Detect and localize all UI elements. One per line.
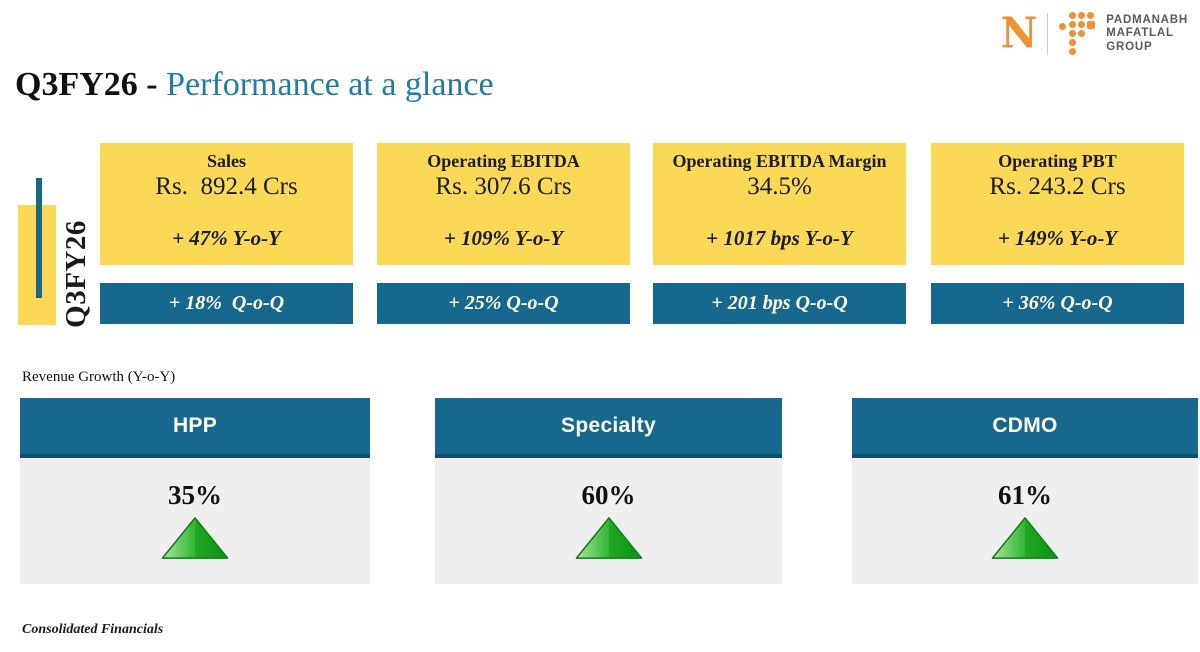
segment-growth-value: 60% <box>581 480 636 510</box>
segment-growth-value: 35% <box>168 480 222 510</box>
title-main: Performance at a glance <box>166 66 494 103</box>
kpi-value: Rs. 307.6 Crs <box>435 173 572 200</box>
growth-up-arrow-icon <box>161 517 229 559</box>
kpi-qoq-change: + 36% Q-o-Q <box>931 283 1184 324</box>
logo-n-monogram-icon: N <box>1000 8 1038 59</box>
kpi-label: Operating EBITDA Margin <box>672 151 887 171</box>
logo-divider <box>1047 13 1049 55</box>
revenue-growth-label: Revenue Growth (Y-o-Y) <box>22 369 176 385</box>
kpi-highlight-box: Sales Rs. 892.4 Crs + 47% Y-o-Y <box>100 143 353 265</box>
accent-teal-line <box>36 178 42 298</box>
kpi-value: Rs. 243.2 Crs <box>989 173 1126 200</box>
kpi-card-operating-pbt: Operating PBT Rs. 243.2 Crs + 149% Y-o-Y… <box>931 143 1184 324</box>
kpi-label: Operating PBT <box>998 151 1117 171</box>
segment-header: Specialty <box>435 398 782 458</box>
kpi-yoy-change: + 149% Y-o-Y <box>997 226 1118 250</box>
kpi-value: Rs. 892.4 Crs <box>155 173 298 200</box>
kpi-highlight-box: Operating PBT Rs. 243.2 Crs + 149% Y-o-Y <box>931 143 1184 265</box>
kpi-label: Sales <box>206 151 246 171</box>
segment-body: 60% <box>435 458 782 584</box>
kpi-card-operating-ebitda-margin: Operating EBITDA Margin 34.5% + 1017 bps… <box>653 143 906 324</box>
segment-body: 61% <box>852 458 1198 584</box>
growth-up-arrow-icon <box>991 517 1059 559</box>
logo-dot-p-icon <box>1059 10 1096 58</box>
kpi-highlight-box: Operating EBITDA Margin 34.5% + 1017 bps… <box>653 143 906 265</box>
segment-header: CDMO <box>852 398 1198 458</box>
kpi-qoq-change: + 201 bps Q-o-Q <box>653 283 906 324</box>
kpi-highlight-box: Operating EBITDA Rs. 307.6 Crs + 109% Y-… <box>377 143 630 265</box>
kpi-card-sales: Sales Rs. 892.4 Crs + 47% Y-o-Y + 18% Q-… <box>100 143 353 324</box>
segment-hpp: HPP 35% <box>20 398 370 584</box>
kpi-yoy-change: + 47% Y-o-Y <box>172 226 281 250</box>
page-title: Q3FY26 - Performance at a glance <box>15 66 494 104</box>
segment-body: 35% <box>20 458 370 584</box>
segment-header: HPP <box>20 398 370 458</box>
kpi-yoy-change: + 1017 bps Y-o-Y <box>706 226 853 250</box>
kpi-qoq-change: + 25% Q-o-Q <box>377 283 630 324</box>
segment-growth-value: 61% <box>998 480 1052 510</box>
growth-up-arrow-icon <box>575 517 642 559</box>
kpi-card-operating-ebitda: Operating EBITDA Rs. 307.6 Crs + 109% Y-… <box>377 143 630 324</box>
period-vertical-label: Q3FY26 <box>60 220 92 328</box>
logo-company-name: PADMANABH MAFATLAL GROUP <box>1106 13 1188 53</box>
segment-specialty: Specialty 60% <box>435 398 782 584</box>
company-logo: N PADMANABH MAFATLAL GROUP <box>1001 10 1188 58</box>
kpi-value: 34.5% <box>747 173 812 200</box>
title-quarter: Q3FY26 - <box>15 66 167 103</box>
kpi-label: Operating EBITDA <box>427 151 580 171</box>
footer-note: Consolidated Financials <box>22 622 164 637</box>
segment-cdmo: CDMO 61% <box>852 398 1198 584</box>
kpi-qoq-change: + 18% Q-o-Q <box>100 283 353 324</box>
kpi-yoy-change: + 109% Y-o-Y <box>443 226 564 250</box>
